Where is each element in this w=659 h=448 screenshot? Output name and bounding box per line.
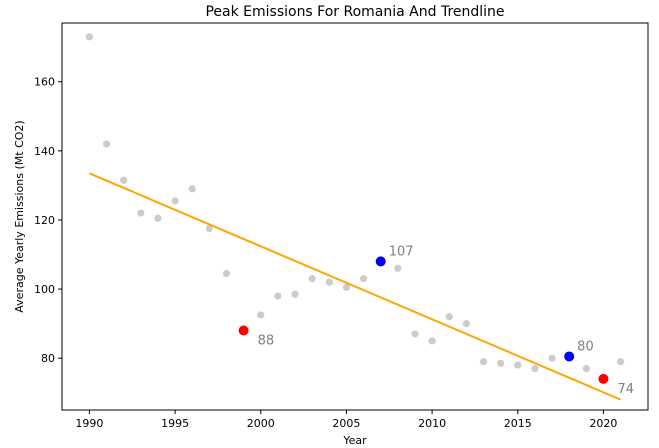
plot-area: 1990 1995 2000 2005 2010 2015 2020 80 100 120 140 1… (34, 22, 649, 430)
data-point (342, 283, 351, 291)
data-point (445, 313, 453, 321)
data-point (462, 320, 470, 328)
data-point (291, 290, 299, 298)
y-tick-label: 160 (34, 76, 55, 89)
y-tick-label: 140 (34, 145, 55, 158)
y-tick-label: 120 (34, 214, 55, 227)
x-tick-label: 2000 (247, 417, 275, 430)
data-point (514, 361, 522, 369)
data-point (205, 224, 213, 233)
data-point (257, 311, 265, 319)
x-axis-label: Year (342, 434, 367, 447)
data-point (171, 197, 179, 205)
data-point (85, 33, 94, 41)
peaks-point (564, 351, 575, 362)
trendline (89, 172, 621, 401)
annotation-label: 107 (389, 244, 414, 259)
troughs-point (238, 325, 249, 336)
data-point (102, 140, 111, 148)
x-tick-label: 1990 (75, 417, 103, 430)
data-point (120, 176, 128, 184)
data-point (582, 364, 590, 373)
y-tick-label: 100 (34, 283, 55, 296)
data-point (188, 185, 196, 193)
data-point (411, 330, 419, 338)
x-tick-label: 2020 (589, 417, 617, 430)
data-point (137, 209, 145, 217)
data-point (359, 275, 368, 283)
data-point (548, 354, 556, 362)
y-axis-label: Average Yearly Emissions (Mt CO2) (13, 120, 26, 312)
data-point (222, 269, 231, 278)
data-point (325, 278, 333, 286)
data-point (154, 214, 162, 222)
data-point (394, 264, 402, 272)
y-tick-label: 80 (41, 352, 55, 365)
plot-frame (61, 22, 649, 411)
annotation-label: 88 (258, 334, 275, 349)
x-tick-label: 2015 (504, 417, 532, 430)
data-point (479, 358, 488, 366)
data-point (428, 337, 436, 345)
annotation-label: 80 (577, 339, 594, 354)
annotation-label: 74 (617, 382, 634, 397)
chart-title: Peak Emissions For Romania And Trendline (205, 4, 504, 20)
x-tick-label: 2010 (418, 417, 446, 430)
data-point (531, 364, 539, 373)
data-point (308, 275, 316, 283)
x-tick-label: 1995 (161, 417, 189, 430)
troughs-point (598, 373, 609, 384)
data-point (497, 359, 505, 367)
x-tick-label: 2005 (332, 417, 360, 430)
data-point (274, 292, 282, 300)
peaks-point (375, 256, 386, 267)
data-point (616, 358, 625, 366)
